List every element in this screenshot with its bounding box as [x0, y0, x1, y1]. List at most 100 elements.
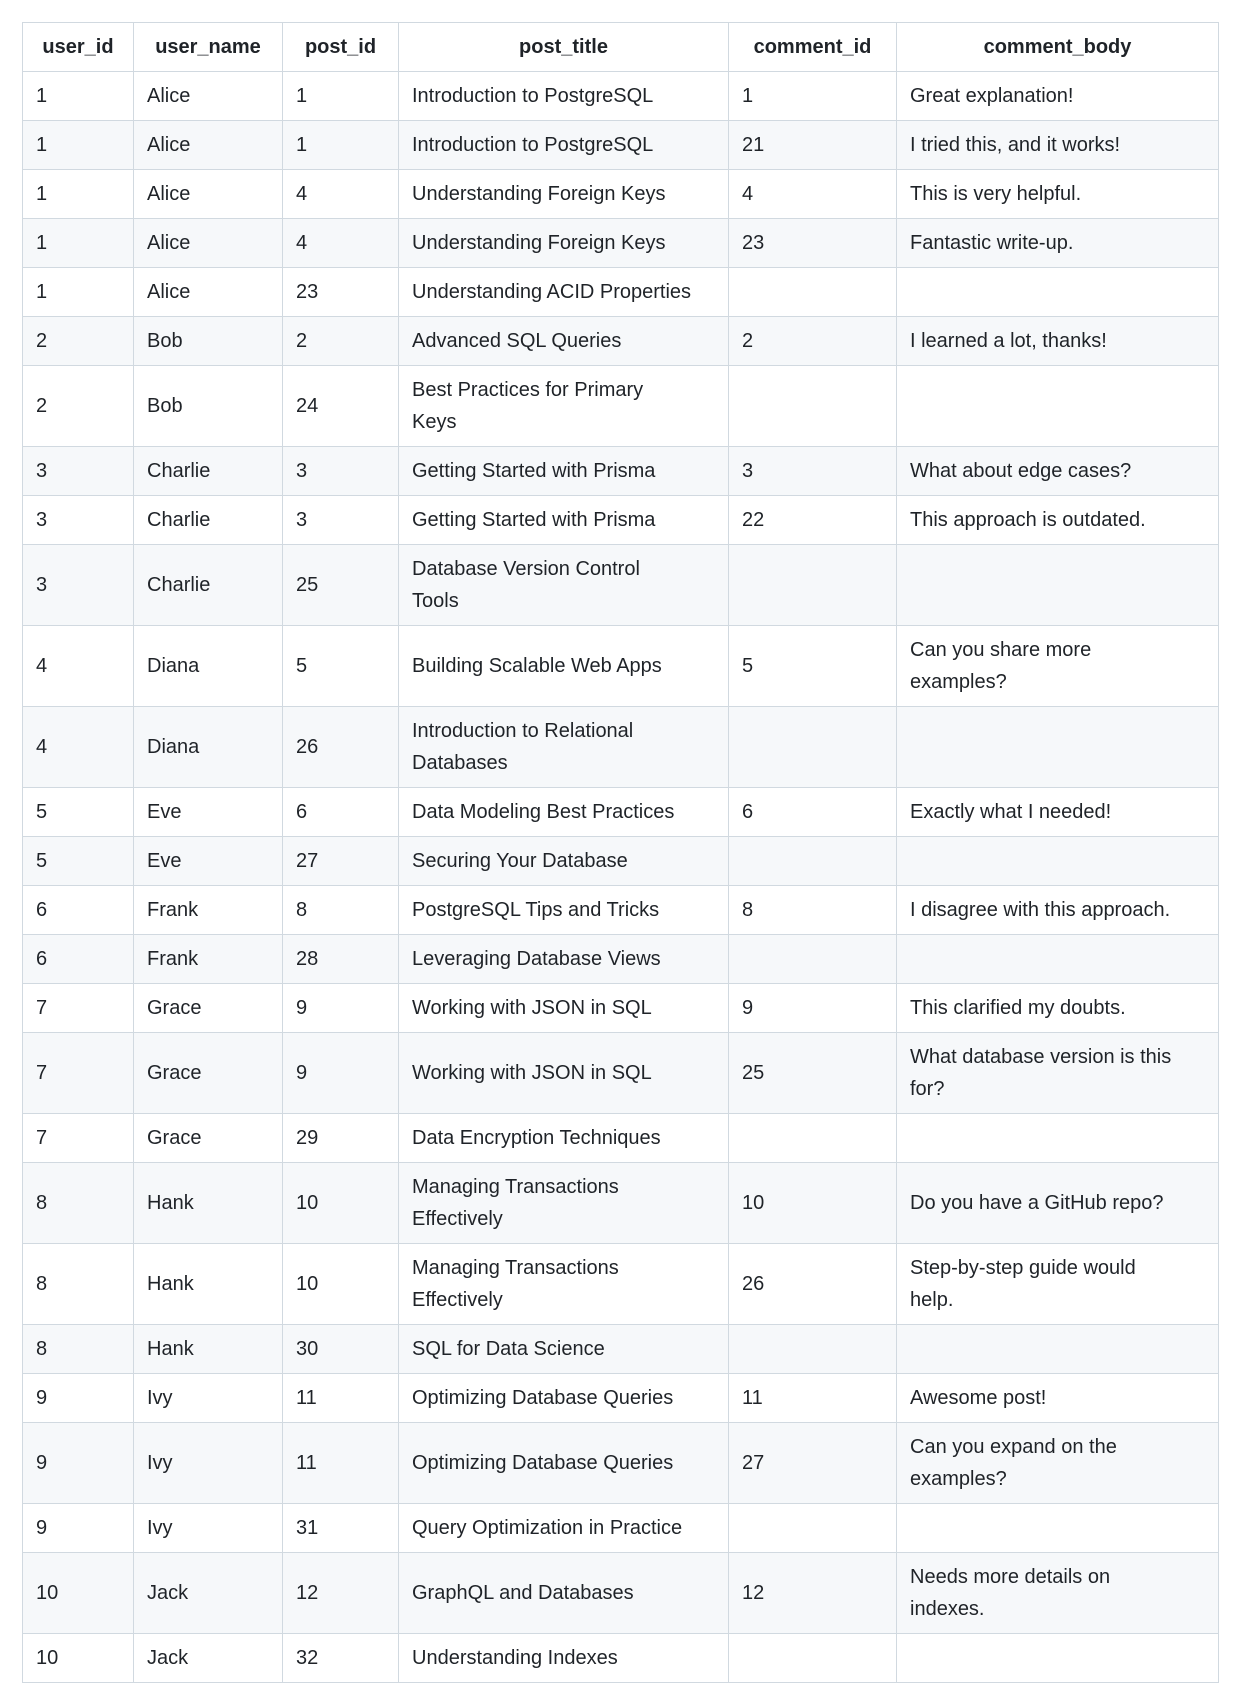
- table-cell-user_id: 6: [22, 934, 134, 984]
- table-cell-comment_body: This approach is outdated.: [896, 495, 1219, 545]
- table-cell-user_name: Charlie: [133, 544, 283, 626]
- table-cell-post_title: Understanding Foreign Keys: [398, 218, 729, 268]
- table-cell-post_id: 30: [282, 1324, 399, 1374]
- table-cell-user_id: 10: [22, 1633, 134, 1683]
- table-cell-user_name: Ivy: [133, 1422, 283, 1504]
- table-cell-user_name: Eve: [133, 836, 283, 886]
- table-cell-comment_id: 4: [728, 169, 897, 219]
- table-cell-user_id: 1: [22, 71, 134, 121]
- table-row: 1 Alice 1 Introduction to PostgreSQL 1 Great …: [22, 71, 1219, 121]
- table-cell-post_id: 24: [282, 365, 399, 447]
- table-cell-comment_id: 5: [728, 625, 897, 707]
- table-row: 2 Bob 24 Best Practices for Primary Keys: [22, 365, 1219, 447]
- table-cell-comment_body: [896, 267, 1219, 317]
- table-cell-post_id: 23: [282, 267, 399, 317]
- table-cell-comment_id: 8: [728, 885, 897, 935]
- table-cell-comment_id: [728, 1113, 897, 1163]
- table-cell-user_id: 7: [22, 983, 134, 1033]
- table-cell-comment_id: 6: [728, 787, 897, 837]
- table-cell-comment_body: [896, 365, 1219, 447]
- table-cell-post_id: 9: [282, 983, 399, 1033]
- table-cell-user_name: Frank: [133, 934, 283, 984]
- table-cell-post_id: 4: [282, 169, 399, 219]
- table-cell-user_name: Hank: [133, 1243, 283, 1325]
- column-header-comment-id: comment_id: [728, 22, 897, 72]
- table-cell-user_id: 9: [22, 1422, 134, 1504]
- table-cell-comment_body: [896, 706, 1219, 788]
- table-cell-user_id: 1: [22, 267, 134, 317]
- table-cell-comment_body: [896, 1633, 1219, 1683]
- table-cell-user_name: Frank: [133, 885, 283, 935]
- column-header-comment-body: comment_body: [896, 22, 1219, 72]
- table-cell-user_name: Alice: [133, 120, 283, 170]
- table-cell-post_title: Query Optimization in Practice: [398, 1503, 729, 1553]
- table-cell-user_id: 1: [22, 120, 134, 170]
- table-row: 8 Hank 10 Managing Transactions Effectively…: [22, 1162, 1219, 1244]
- table-cell-post_id: 12: [282, 1552, 399, 1634]
- table-row: 2 Bob 2 Advanced SQL Queries 2 I learned a lo…: [22, 316, 1219, 366]
- table-cell-post_id: 26: [282, 706, 399, 788]
- table-cell-comment_id: [728, 544, 897, 626]
- table-cell-user_name: Alice: [133, 71, 283, 121]
- table-cell-comment_id: [728, 706, 897, 788]
- table-row: 9 Ivy 31 Query Optimization in Practice: [22, 1503, 1219, 1553]
- table-header-row: user_id user_name post_id post_title com…: [22, 22, 1219, 72]
- table-cell-post_title: Managing Transactions Effectively: [398, 1162, 729, 1244]
- table-cell-post_title: Best Practices for Primary Keys: [398, 365, 729, 447]
- table-row: 5 Eve 27 Securing Your Database: [22, 836, 1219, 886]
- table-cell-post_id: 3: [282, 495, 399, 545]
- table-cell-comment_body: [896, 1113, 1219, 1163]
- table-row: 4 Diana 26 Introduction to Relational Datab…: [22, 706, 1219, 788]
- table-cell-post_title: Advanced SQL Queries: [398, 316, 729, 366]
- table-cell-comment_id: 1: [728, 71, 897, 121]
- table-row: 1 Alice 4 Understanding Foreign Keys 4 This i…: [22, 169, 1219, 219]
- table-cell-comment_id: 22: [728, 495, 897, 545]
- table-cell-post_id: 10: [282, 1243, 399, 1325]
- table-cell-comment_body: Do you have a GitHub repo?: [896, 1162, 1219, 1244]
- table-cell-user_id: 5: [22, 836, 134, 886]
- table-cell-user_name: Bob: [133, 316, 283, 366]
- table-cell-post_id: 1: [282, 120, 399, 170]
- table-cell-post_id: 11: [282, 1422, 399, 1504]
- table-cell-comment_body: This clarified my doubts.: [896, 983, 1219, 1033]
- table-cell-comment_body: Great explanation!: [896, 71, 1219, 121]
- table-cell-post_title: Getting Started with Prisma: [398, 495, 729, 545]
- table-cell-user_id: 4: [22, 706, 134, 788]
- table-cell-comment_body: [896, 1503, 1219, 1553]
- table-row: 8 Hank 30 SQL for Data Science: [22, 1324, 1219, 1374]
- table-cell-post_title: Introduction to PostgreSQL: [398, 71, 729, 121]
- table-cell-comment_id: [728, 934, 897, 984]
- table-cell-post_id: 31: [282, 1503, 399, 1553]
- table-cell-comment_body: [896, 934, 1219, 984]
- table-cell-post_id: 9: [282, 1032, 399, 1114]
- table-cell-post_id: 27: [282, 836, 399, 886]
- table-row: 3 Charlie 3 Getting Started with Prisma 22 Th…: [22, 495, 1219, 545]
- table-cell-post_id: 10: [282, 1162, 399, 1244]
- table-cell-user_id: 2: [22, 316, 134, 366]
- table-cell-user_id: 4: [22, 625, 134, 707]
- table-cell-user_name: Grace: [133, 1032, 283, 1114]
- table-cell-user_name: Grace: [133, 1113, 283, 1163]
- table-cell-comment_id: 21: [728, 120, 897, 170]
- table-row: 8 Hank 10 Managing Transactions Effectively…: [22, 1243, 1219, 1325]
- table-cell-comment_body: Fantastic write-up.: [896, 218, 1219, 268]
- table-cell-comment_id: 9: [728, 983, 897, 1033]
- table-cell-comment_id: 25: [728, 1032, 897, 1114]
- table-cell-user_name: Jack: [133, 1552, 283, 1634]
- table-cell-comment_body: Step-by-step guide would help.: [896, 1243, 1219, 1325]
- column-header-post-title: post_title: [398, 22, 729, 72]
- table-cell-user_name: Hank: [133, 1162, 283, 1244]
- table-row: 7 Grace 9 Working with JSON in SQL 25 What da…: [22, 1032, 1219, 1114]
- table-cell-post_title: Optimizing Database Queries: [398, 1373, 729, 1423]
- table-cell-user_name: Charlie: [133, 446, 283, 496]
- table-cell-comment_id: 11: [728, 1373, 897, 1423]
- table-cell-comment_body: What database version is this for?: [896, 1032, 1219, 1114]
- table-cell-comment_body: [896, 544, 1219, 626]
- table-cell-post_title: Database Version Control Tools: [398, 544, 729, 626]
- table-cell-post_id: 8: [282, 885, 399, 935]
- table-cell-post_id: 29: [282, 1113, 399, 1163]
- table-cell-comment_body: Can you expand on the examples?: [896, 1422, 1219, 1504]
- table-cell-comment_body: I disagree with this approach.: [896, 885, 1219, 935]
- table-cell-user_id: 8: [22, 1162, 134, 1244]
- table-cell-user_id: 3: [22, 495, 134, 545]
